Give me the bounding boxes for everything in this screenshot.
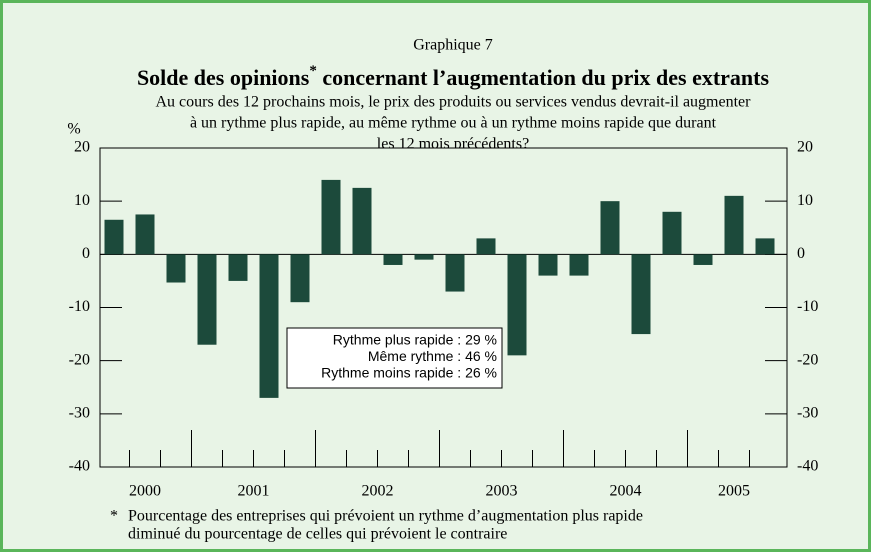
y2-tick-label: 20 [797,139,813,156]
annotation: Rythme moins rapide : 26 % [321,365,497,381]
bar [383,254,403,265]
bar [166,254,186,283]
footnote: Pourcentage des entreprises qui prévoien… [128,508,643,525]
bar [321,179,341,255]
y2-tick-label: 0 [797,245,805,262]
bar [414,254,434,260]
y-tick-label: 20 [74,139,90,156]
y-axis-label: % [67,121,80,138]
bar [693,254,713,265]
x-tick-label: 2005 [718,483,750,500]
bar [290,254,310,303]
x-tick-label: 2003 [486,483,518,500]
bar [538,254,558,276]
subtitle: Au cours des 12 prochains mois, le prix … [156,94,752,111]
bar [569,254,589,276]
annotation: Même rythme : 46 % [368,348,497,364]
x-tick-label: 2000 [129,483,161,500]
footnote: diminué du pourcentage de celles qui pré… [128,526,507,543]
title-star: * [309,63,317,79]
footnote-star: * [110,508,118,525]
y-tick-label: -40 [69,458,90,475]
y-tick-label: 10 [74,192,90,209]
y-tick-label: -30 [69,405,90,422]
title-part: concernant l’augmentation du prix des ex… [317,65,770,90]
title-part: Solde des opinions [137,65,310,90]
y2-tick-label: 10 [797,192,813,209]
y2-tick-label: -40 [797,458,818,475]
annotation-box [286,327,503,389]
bar [600,201,620,255]
y-tick-label: 0 [82,245,90,262]
subtitle: à un rythme plus rapide, au même rythme … [190,115,717,132]
chart-header: Graphique 7 [413,37,493,54]
bar [352,187,372,255]
bar [631,254,651,335]
bar [104,219,124,255]
chart-title: Solde des opinions* concernant l’augment… [137,63,770,90]
y2-tick-label: -30 [797,405,818,422]
y2-tick-label: -20 [797,351,818,368]
bar [662,211,682,255]
x-tick-label: 2002 [362,483,394,500]
bar [445,254,465,292]
bar [755,238,775,255]
x-tick-label: 2001 [238,483,270,500]
x-tick-label: 2004 [610,483,642,500]
y-tick-label: -10 [69,298,90,315]
bar [228,254,248,281]
bar [476,238,496,255]
y2-tick-label: -10 [797,298,818,315]
bar [197,254,217,345]
annotation: Rythme plus rapide : 29 % [333,332,497,348]
y-tick-label: -20 [69,351,90,368]
bar [135,214,155,255]
bar [259,254,279,398]
bar [507,254,527,356]
bar [724,195,744,255]
